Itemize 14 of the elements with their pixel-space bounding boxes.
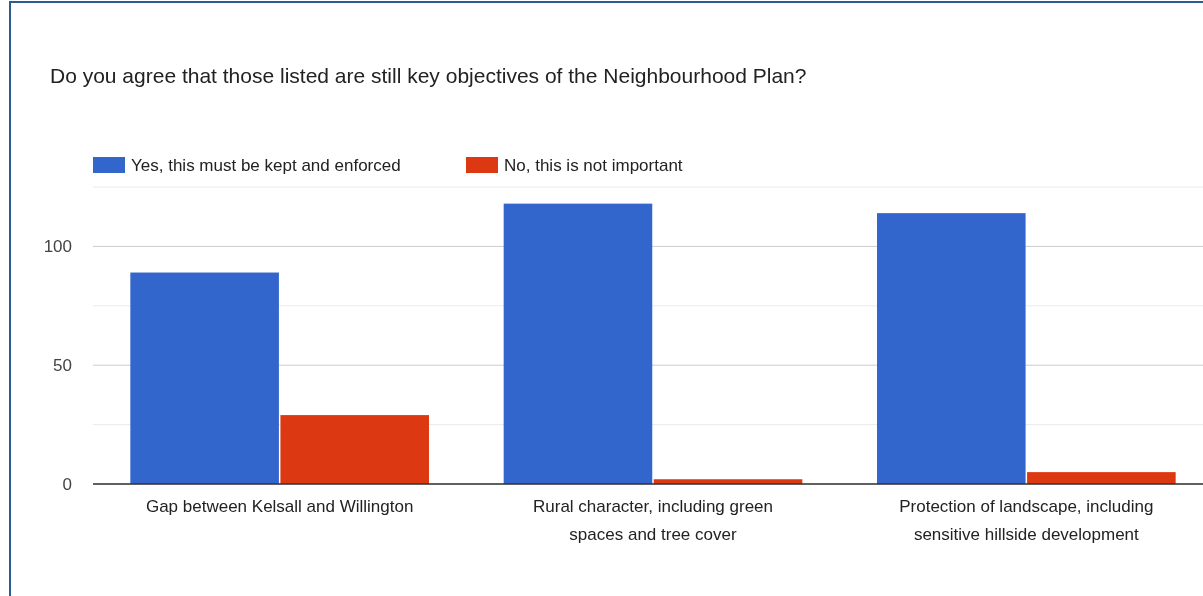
legend-label: Yes, this must be kept and enforced: [131, 156, 401, 175]
x-tick-label: Protection of landscape, including sensitive hillside development: [899, 497, 1154, 544]
y-tick-label: 50: [53, 356, 72, 376]
bar: [1027, 472, 1176, 484]
bar: [503, 203, 653, 484]
chart-title: Do you agree that those listed are still key objectives of the Neighbourhood Plan?: [50, 64, 807, 87]
bar: [280, 415, 429, 484]
x-tick-label: Rural character, including green spaces and tree cover: [532, 497, 774, 544]
legend-label: No, this is not important: [504, 156, 683, 175]
bar: [877, 213, 1026, 484]
bar: [130, 272, 279, 484]
y-tick-label: 100: [43, 237, 72, 257]
y-tick-label: 0: [62, 475, 72, 494]
x-tick-label: Gap between Kelsall and Willington: [145, 497, 414, 516]
